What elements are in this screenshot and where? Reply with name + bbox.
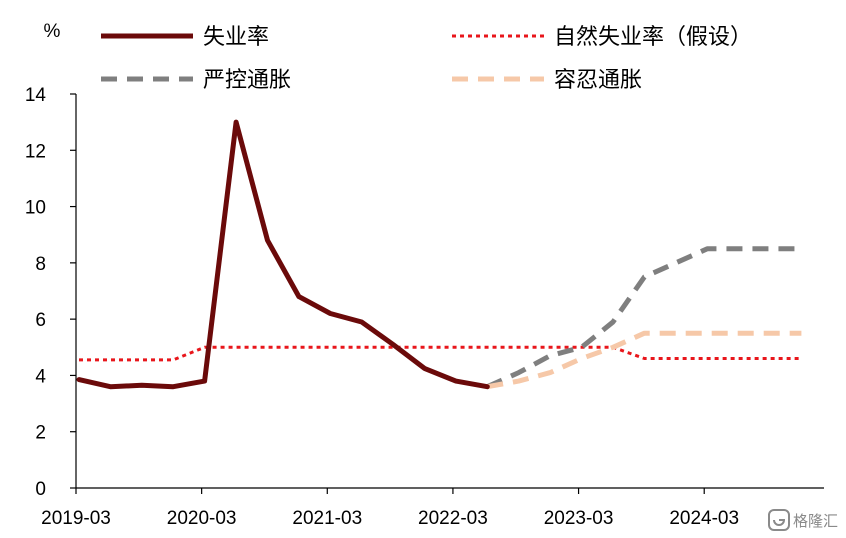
series-line: [486, 330, 802, 390]
series-line: [79, 345, 802, 362]
x-tick-label: 2022-03: [418, 508, 488, 529]
y-tick-label: 12: [25, 141, 46, 162]
y-tick-label: 6: [35, 310, 46, 331]
legend: 失业率 自然失业率（假设） 严控通胀 容忍通胀: [101, 25, 752, 93]
legend-label: 失业率: [203, 25, 269, 50]
series-layer: [76, 119, 802, 390]
watermark-text: 格隆汇: [793, 512, 838, 530]
legend-label: 容忍通胀: [554, 68, 642, 93]
y-tick-label: 8: [35, 254, 46, 275]
y-tick-label: 10: [25, 198, 46, 219]
watermark-logo-icon: [768, 509, 790, 531]
y-tick-label: 2: [35, 423, 46, 444]
y-tick-label: 4: [35, 366, 46, 387]
legend-label: 严控通胀: [203, 68, 291, 93]
x-tick-label: 2020-03: [167, 508, 237, 529]
y-tick-label: 14: [25, 85, 47, 106]
y-tick-label: 0: [35, 479, 46, 500]
series-line: [76, 119, 490, 390]
y-unit-label: %: [44, 21, 61, 42]
x-tick-label: 2023-03: [544, 508, 614, 529]
series-line: [486, 246, 802, 389]
watermark: 格隆汇: [768, 509, 838, 531]
x-tick-label: 2024-03: [669, 508, 739, 529]
x-tick-label: 2021-03: [292, 508, 362, 529]
x-tick-label: 2019-03: [41, 508, 111, 529]
legend-label: 自然失业率（假设）: [554, 25, 752, 50]
axes: 0 2 4 6 8 10 12 14 2019-03 2020-03 2021-03 2022-03 2…: [25, 85, 824, 529]
